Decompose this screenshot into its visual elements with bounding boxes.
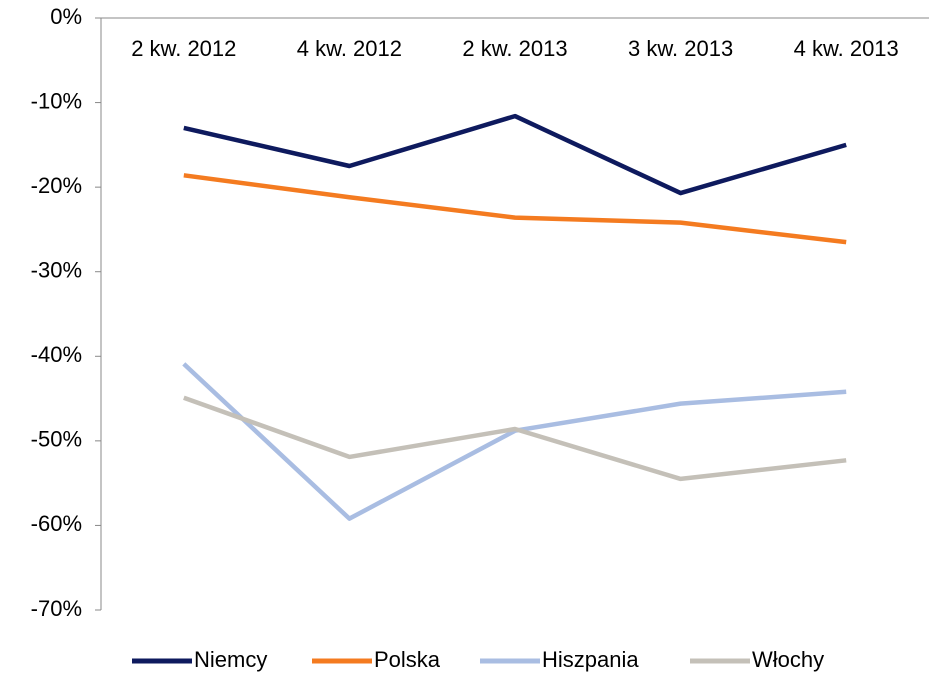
y-tick-label: -50% — [31, 427, 82, 452]
y-tick-label: -10% — [31, 88, 82, 113]
legend-label: Polska — [374, 647, 441, 672]
x-tick-label: 4 kw. 2013 — [794, 36, 899, 61]
x-tick-label: 4 kw. 2012 — [297, 36, 402, 61]
y-tick-label: -40% — [31, 342, 82, 367]
legend-label: Niemcy — [194, 647, 267, 672]
x-tick-label: 3 kw. 2013 — [628, 36, 733, 61]
series-line — [183, 113, 847, 196]
x-tick-label: 2 kw. 2012 — [131, 36, 236, 61]
series-line — [183, 395, 847, 482]
y-tick-label: -30% — [31, 258, 82, 283]
x-tick-label: 2 kw. 2013 — [462, 36, 567, 61]
y-tick-label: -60% — [31, 511, 82, 536]
series-line — [183, 173, 847, 245]
y-tick-label: -70% — [31, 596, 82, 621]
y-tick-label: -20% — [31, 173, 82, 198]
y-tick-label: 0% — [50, 4, 82, 29]
series-line — [182, 362, 847, 521]
legend-label: Włochy — [752, 647, 824, 672]
legend-label: Hiszpania — [542, 647, 639, 672]
